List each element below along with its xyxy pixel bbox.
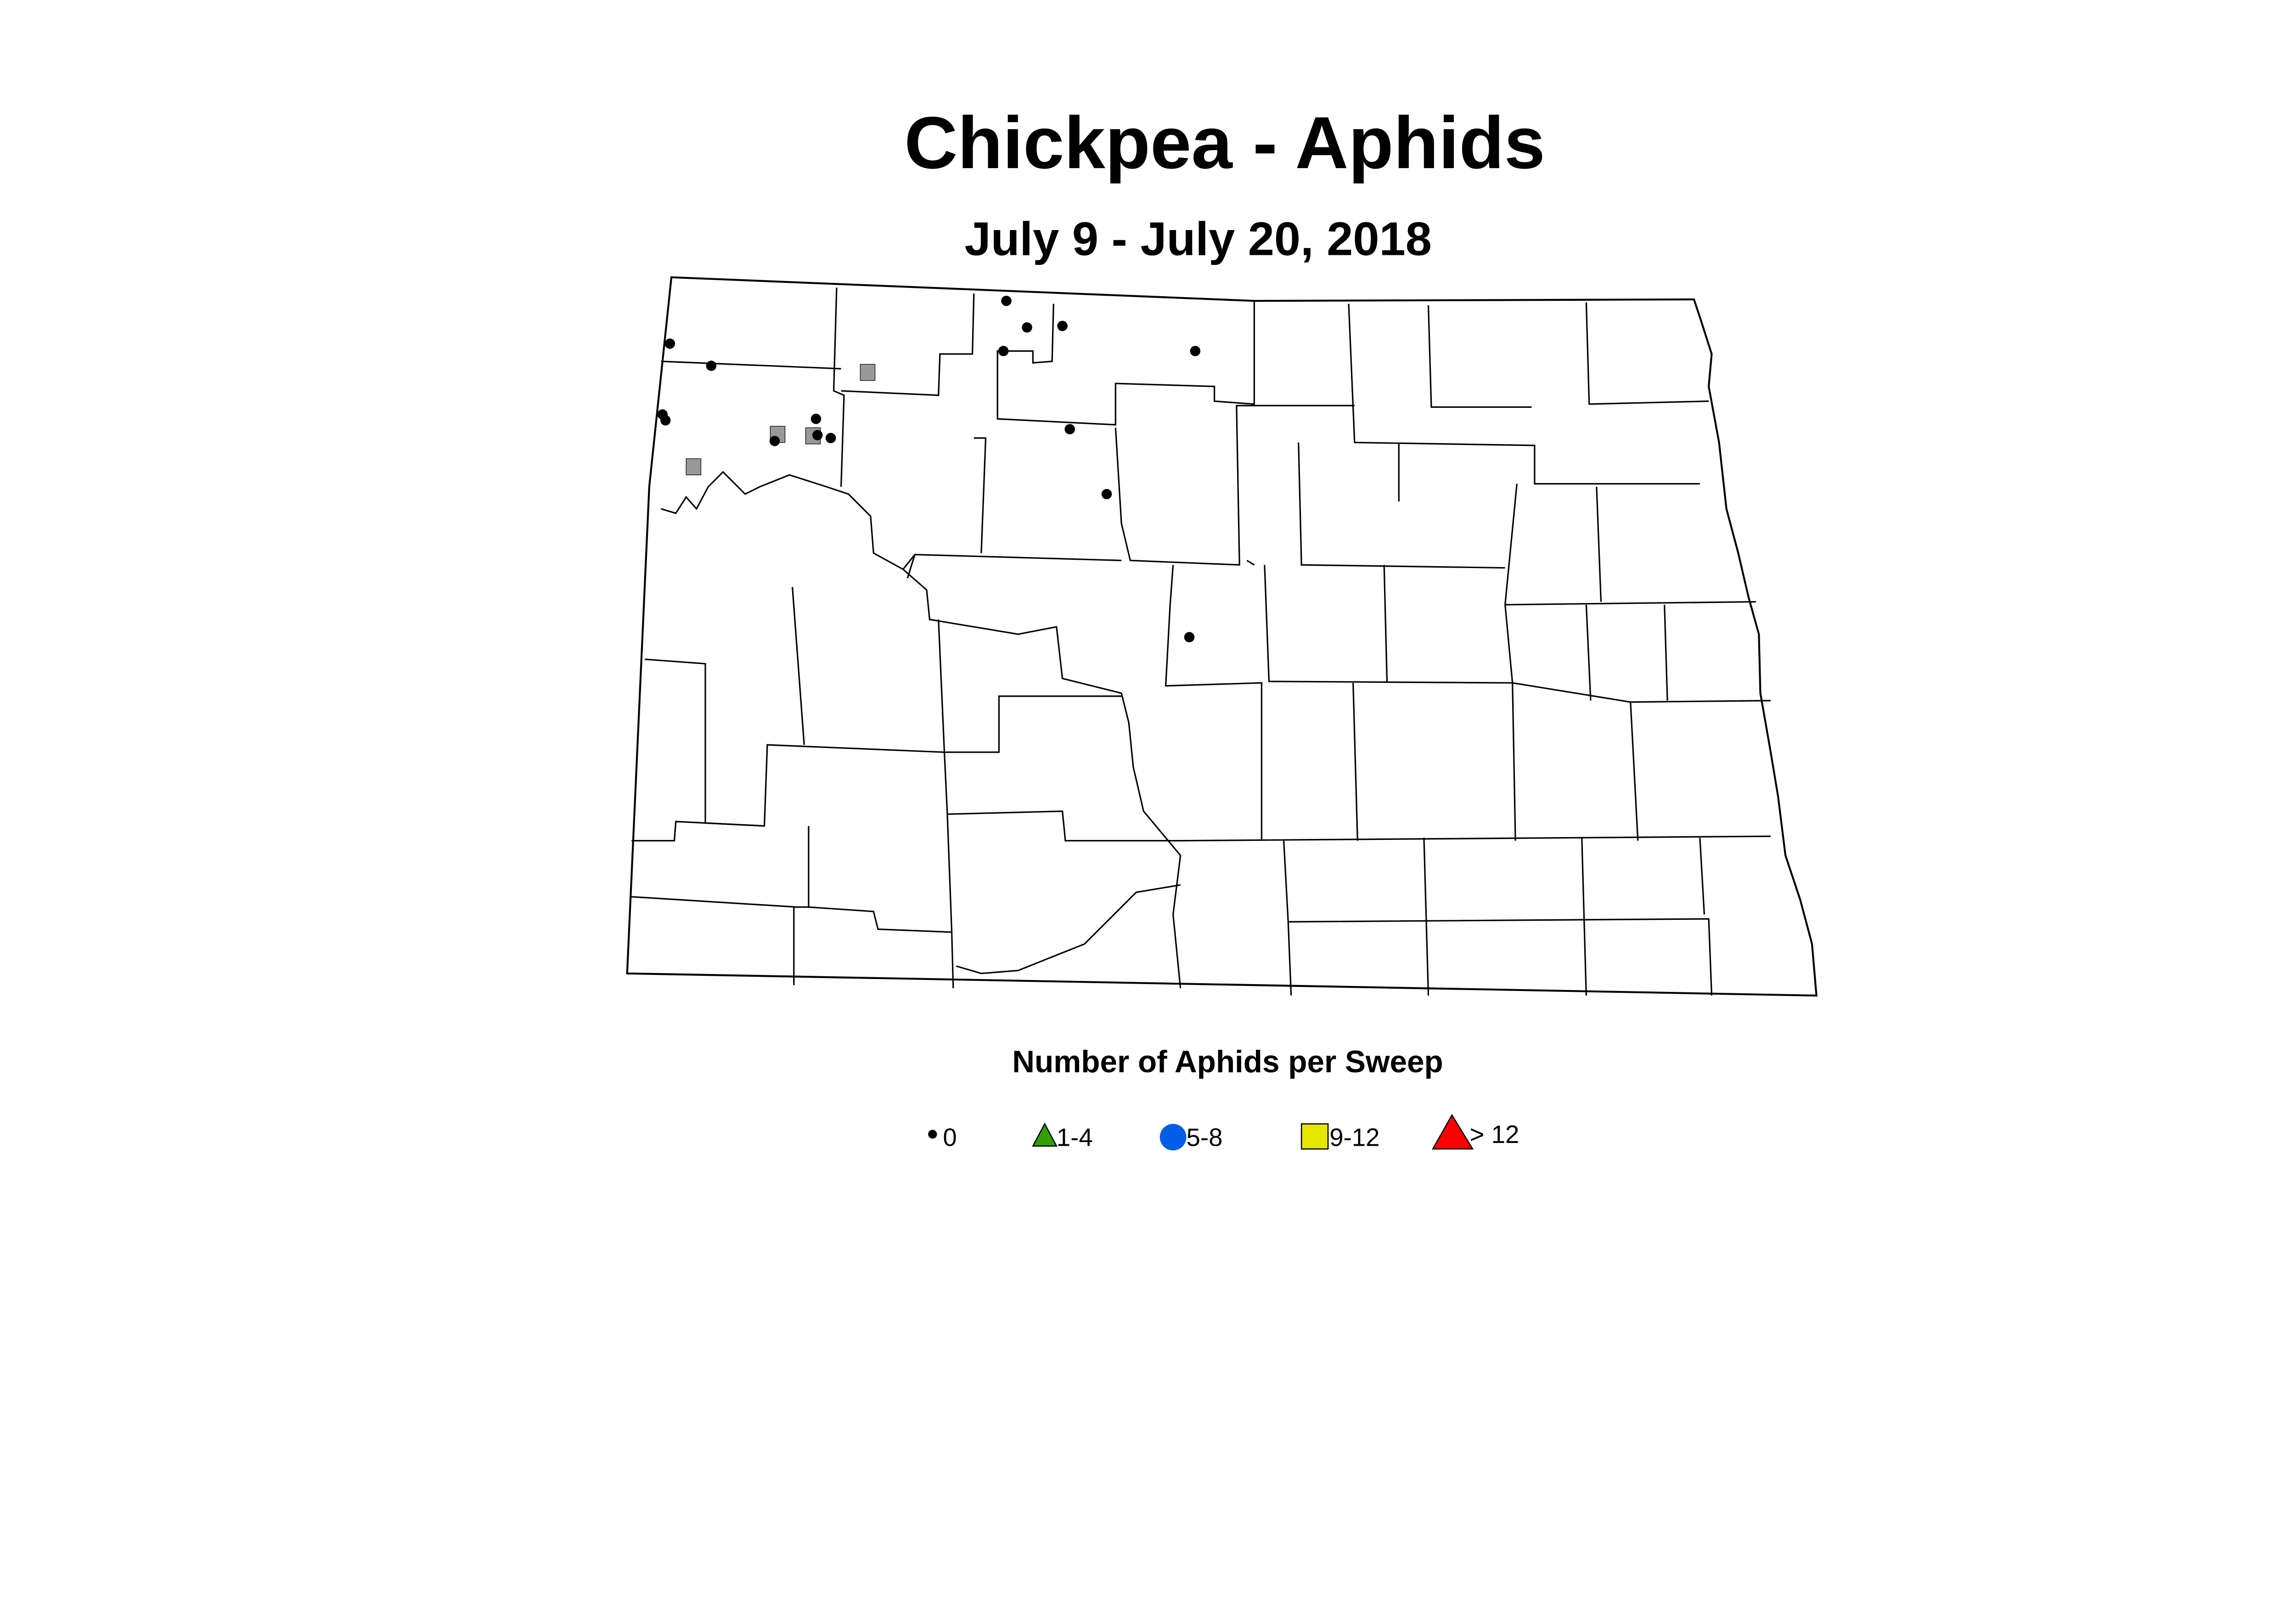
zero-aphid-marker bbox=[664, 338, 675, 349]
zero-aphid-marker bbox=[1190, 346, 1201, 356]
zero-aphid-marker bbox=[1184, 632, 1195, 642]
zero-aphid-marker bbox=[660, 415, 671, 426]
zero-aphid-marker bbox=[812, 430, 823, 440]
map-frame: Chickpea - Aphids July 9 - July 20, 2018 bbox=[626, 102, 1818, 1152]
map-subtitle: July 9 - July 20, 2018 bbox=[965, 213, 1432, 265]
legend: Number of Aphids per Sweep 0 1-4 5-8 9-1… bbox=[928, 1045, 1519, 1152]
legend-dot-icon bbox=[928, 1130, 937, 1139]
state-outline bbox=[626, 276, 1818, 997]
map-title: Chickpea - Aphids bbox=[904, 102, 1545, 184]
zero-aphid-marker bbox=[1001, 295, 1012, 306]
survey-markers bbox=[657, 295, 1201, 642]
legend-yellow-square-icon bbox=[1300, 1123, 1329, 1150]
zero-aphid-marker bbox=[825, 433, 836, 444]
zero-aphid-marker bbox=[706, 360, 717, 371]
legend-label-gt-12: > 12 bbox=[1470, 1120, 1519, 1148]
north-dakota-map bbox=[626, 276, 1818, 997]
county-lines bbox=[631, 287, 1771, 996]
zero-aphid-marker bbox=[810, 413, 822, 424]
zero-aphid-marker bbox=[769, 436, 780, 446]
legend-green-triangle-icon bbox=[1032, 1122, 1058, 1147]
legend-label-9-12: 9-12 bbox=[1329, 1124, 1379, 1152]
map-figure: Chickpea - Aphids July 9 - July 20, 2018 bbox=[626, 102, 1818, 1152]
legend-label-5-8: 5-8 bbox=[1187, 1124, 1223, 1152]
legend-title: Number of Aphids per Sweep bbox=[1012, 1045, 1443, 1079]
gray-square-marker bbox=[860, 364, 876, 381]
zero-aphid-marker bbox=[1064, 424, 1075, 434]
zero-aphid-marker bbox=[998, 346, 1009, 356]
legend-label-1-4: 1-4 bbox=[1057, 1124, 1093, 1152]
gray-square-marker bbox=[686, 458, 701, 475]
zero-aphid-marker bbox=[1022, 322, 1032, 333]
legend-blue-circle-icon bbox=[1159, 1124, 1187, 1151]
legend-red-triangle-icon bbox=[1431, 1114, 1474, 1150]
zero-aphid-marker bbox=[1101, 489, 1112, 500]
zero-aphid-marker bbox=[1057, 321, 1068, 332]
legend-label-0: 0 bbox=[943, 1124, 957, 1152]
